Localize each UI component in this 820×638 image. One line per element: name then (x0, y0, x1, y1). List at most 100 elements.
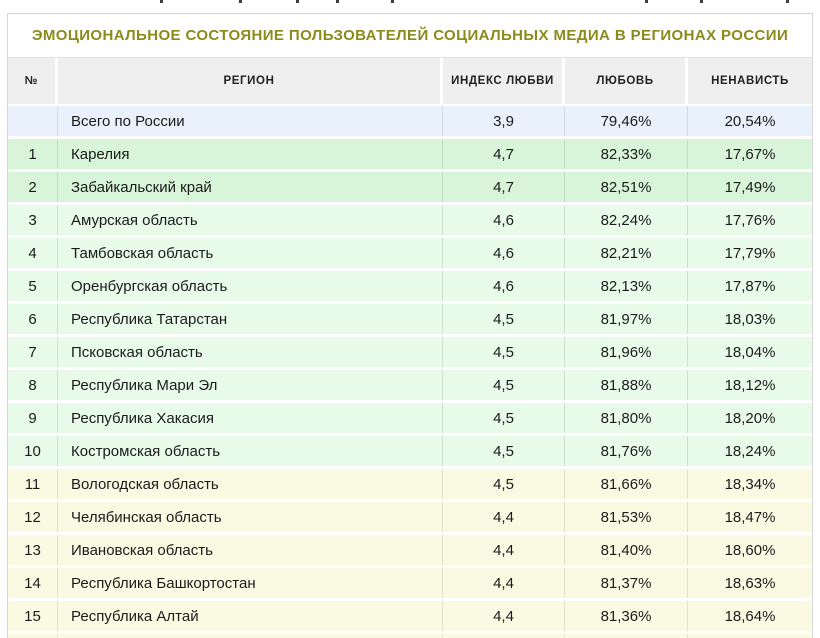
cell-index: 4,4 (443, 568, 565, 598)
cell-region: Псковская область (58, 337, 443, 367)
cell-region: Карелия (58, 139, 443, 169)
cell-num: 1 (8, 139, 58, 169)
table-row: 15 Республика Алтай 4,4 81,36% 18,64% (8, 601, 812, 634)
cell-love: 82,13% (565, 271, 688, 301)
cell-index: 4,4 (443, 601, 565, 631)
column-header-hate: НЕНАВИСТЬ (711, 75, 789, 87)
cell-hate: 18,64% (724, 607, 776, 625)
cell-index: 4,6 (443, 205, 565, 235)
cell-index: 4,4 (443, 535, 565, 565)
cell-num: 7 (8, 337, 58, 367)
cell-index: 4,5 (443, 436, 565, 466)
cell-hate: 17,67% (724, 145, 776, 163)
table-body: Всего по России 3,9 79,46% 20,54% 1 Карелия 4,… (8, 106, 812, 638)
cell-love: 81,40% (565, 535, 688, 565)
table-row: 13 Ивановская область 4,4 81,40% 18,60% (8, 535, 812, 568)
cell-region: Амурская область (58, 205, 443, 235)
column-header-number: № (8, 58, 58, 104)
cell-hate: 18,47% (724, 508, 776, 526)
emotion-table: ЭМОЦИОНАЛЬНОЕ СОСТОЯНИЕ ПОЛЬЗОВАТЕЛЕЙ СО… (7, 13, 813, 638)
cell-index: 4,6 (443, 271, 565, 301)
cell-region: Костромская область (58, 436, 443, 466)
cell-hate: 18,04% (724, 343, 776, 361)
cell-region: Тамбовская область (58, 238, 443, 268)
cell-num: 3 (8, 205, 58, 235)
cell-index: 4,5 (443, 304, 565, 334)
cell-num: 6 (8, 304, 58, 334)
cell-num: 13 (8, 535, 58, 565)
cell-index (443, 634, 565, 638)
cell-hate: 18,34% (724, 475, 776, 493)
cell-index: 3,9 (443, 106, 565, 136)
table-row: 6 Республика Татарстан 4,5 81,97% 18,03% (8, 304, 812, 337)
cell-love: 82,24% (565, 205, 688, 235)
cell-num (8, 634, 58, 638)
cell-love: 81,36% (565, 601, 688, 631)
cell-num: 2 (8, 172, 58, 202)
cell-love: 81,66% (565, 469, 688, 499)
cell-index: 4,7 (443, 139, 565, 169)
table-row: 10 Костромская область 4,5 81,76% 18,24% (8, 436, 812, 469)
cell-region: Челябинская область (58, 502, 443, 532)
cell-hate: 18,12% (724, 376, 776, 394)
cell-hate: 18,24% (724, 442, 776, 460)
cell-index: 4,5 (443, 403, 565, 433)
cell-region: Республика Башкортостан (58, 568, 443, 598)
cell-region: Республика Алтай (58, 601, 443, 631)
cell-hate: 18,20% (724, 409, 776, 427)
cell-hate: 18,60% (724, 541, 776, 559)
cell-hate: 17,79% (724, 244, 776, 262)
table-row: 8 Республика Мари Эл 4,5 81,88% 18,12% (8, 370, 812, 403)
table-row: Всего по России 3,9 79,46% 20,54% (8, 106, 812, 139)
column-header-region: РЕГИОН (58, 58, 443, 104)
cell-hate (688, 634, 812, 638)
clipped-text-remnant (0, 0, 820, 5)
cell-num: 12 (8, 502, 58, 532)
cell-love: 81,53% (565, 502, 688, 532)
cell-region: Ивановская область (58, 535, 443, 565)
cell-num: 10 (8, 436, 58, 466)
table-row: 11 Вологодская область 4,5 81,66% 18,34% (8, 469, 812, 502)
cell-index: 4,5 (443, 370, 565, 400)
cell-love: 82,51% (565, 172, 688, 202)
cell-love: 82,21% (565, 238, 688, 268)
cell-region: Оренбургская область (58, 271, 443, 301)
cell-hate: 17,49% (724, 178, 776, 196)
table-row: 14 Республика Башкортостан 4,4 81,37% 18,63% (8, 568, 812, 601)
cell-region: Всего по России (58, 106, 443, 136)
cell-hate: 20,54% (724, 112, 776, 130)
cell-hate: 17,76% (724, 211, 776, 229)
cell-love (565, 634, 688, 638)
cell-love: 81,37% (565, 568, 688, 598)
cell-region (58, 634, 443, 638)
cell-index: 4,6 (443, 238, 565, 268)
table-row: 1 Карелия 4,7 82,33% 17,67% (8, 139, 812, 172)
column-header-love: ЛЮБОВЬ (565, 58, 688, 104)
table-row: 12 Челябинская область 4,4 81,53% 18,47% (8, 502, 812, 535)
cell-region: Забайкальский край (58, 172, 443, 202)
cell-index: 4,4 (443, 502, 565, 532)
cell-region: Республика Мари Эл (58, 370, 443, 400)
cell-num (8, 106, 58, 136)
cell-love: 81,96% (565, 337, 688, 367)
cell-love: 82,33% (565, 139, 688, 169)
cell-num: 8 (8, 370, 58, 400)
cell-region: Республика Татарстан (58, 304, 443, 334)
cell-hate: 17,87% (724, 277, 776, 295)
cell-index: 4,5 (443, 337, 565, 367)
table-row: 5 Оренбургская область 4,6 82,13% 17,87% (8, 271, 812, 304)
cell-index: 4,7 (443, 172, 565, 202)
table-row: 4 Тамбовская область 4,6 82,21% 17,79% (8, 238, 812, 271)
table-title: ЭМОЦИОНАЛЬНОЕ СОСТОЯНИЕ ПОЛЬЗОВАТЕЛЕЙ СО… (31, 27, 789, 44)
cell-love: 81,88% (565, 370, 688, 400)
cell-love: 81,76% (565, 436, 688, 466)
cell-index: 4,5 (443, 469, 565, 499)
cell-num: 14 (8, 568, 58, 598)
cell-num: 15 (8, 601, 58, 631)
cell-num: 11 (8, 469, 58, 499)
cell-love: 81,97% (565, 304, 688, 334)
cell-hate: 18,03% (724, 310, 776, 328)
table-header-row: № РЕГИОН ИНДЕКС ЛЮБВИ ЛЮБОВЬ НЕНАВИСТЬ (8, 57, 812, 106)
cell-hate: 18,63% (724, 574, 776, 592)
